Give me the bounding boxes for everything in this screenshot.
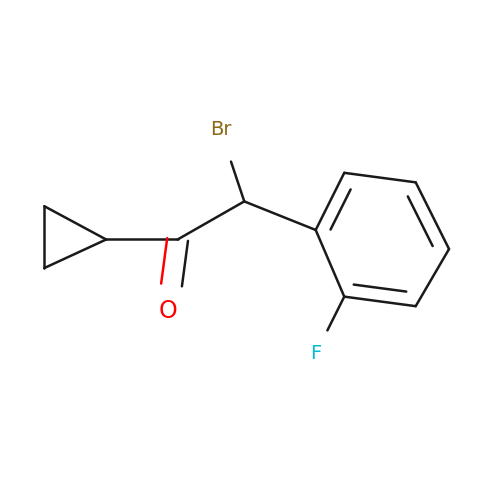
Text: F: F [310,344,321,363]
Text: Br: Br [210,121,231,139]
Text: O: O [159,299,177,323]
